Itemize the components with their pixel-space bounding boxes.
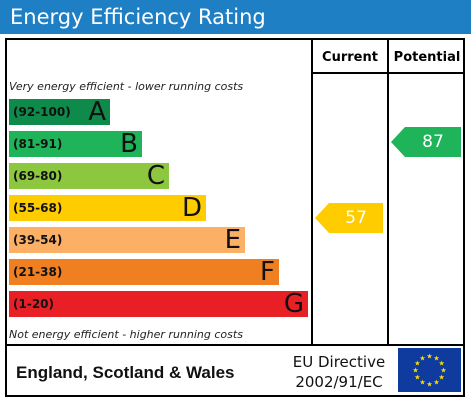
footer-divider	[5, 344, 465, 346]
eu-star-icon: ★	[426, 353, 432, 361]
band-f-range: (21-38)	[13, 265, 63, 279]
eu-star-icon: ★	[419, 354, 425, 362]
rating-frame	[5, 38, 465, 397]
band-a: (92-100) A	[9, 97, 110, 127]
header-divider	[311, 72, 465, 74]
band-g-letter: G	[283, 289, 304, 319]
band-f-letter: F	[260, 257, 275, 287]
band-e: (39-54) E	[9, 225, 245, 255]
eu-star-icon: ★	[433, 379, 439, 387]
band-f: (21-38) F	[9, 257, 279, 287]
band-d-letter: D	[181, 193, 202, 223]
band-e-range: (39-54)	[13, 233, 63, 247]
footer-region: England, Scotland & Wales	[16, 363, 235, 382]
eu-flag-icon: ★ ★ ★ ★ ★ ★ ★ ★ ★ ★ ★ ★	[398, 348, 461, 392]
potential-rating-value: 87	[422, 132, 444, 152]
band-e-letter: E	[224, 225, 241, 255]
band-b-letter: B	[120, 129, 138, 159]
eu-star-icon: ★	[440, 367, 446, 375]
note-top: Very energy efficient - lower running co…	[9, 80, 244, 93]
band-b-range: (81-91)	[13, 137, 63, 151]
current-rating-arrow: 57	[315, 203, 383, 233]
potential-header: Potential	[393, 50, 461, 65]
potential-rating-arrow: 87	[391, 127, 461, 157]
eu-star-icon: ★	[414, 360, 420, 368]
note-bottom: Not energy efficient - higher running co…	[9, 328, 243, 341]
band-c: (69-80) C	[9, 161, 169, 191]
footer-directive-line1: EU Directive	[292, 353, 386, 371]
title-bar: Energy Efficiency Rating	[0, 0, 471, 34]
eu-star-icon: ★	[414, 374, 420, 382]
column-divider-potential	[387, 38, 389, 344]
footer-directive-line2: 2002/91/EC	[295, 373, 383, 391]
band-a-range: (92-100)	[13, 105, 71, 119]
band-g-range: (1-20)	[13, 297, 54, 311]
eu-star-icon: ★	[426, 381, 432, 389]
band-d-range: (55-68)	[13, 201, 63, 215]
eu-star-icon: ★	[438, 360, 444, 368]
column-divider-current	[311, 38, 313, 344]
band-c-letter: C	[146, 161, 165, 191]
eu-star-icon: ★	[419, 379, 425, 387]
eu-star-icon: ★	[412, 367, 418, 375]
current-header: Current	[322, 50, 378, 65]
band-c-range: (69-80)	[13, 169, 63, 183]
eu-star-icon: ★	[433, 354, 439, 362]
eu-star-icon: ★	[438, 374, 444, 382]
band-g: (1-20) G	[9, 289, 308, 319]
band-a-letter: A	[88, 97, 106, 127]
band-b: (81-91) B	[9, 129, 142, 159]
band-d: (55-68) D	[9, 193, 206, 223]
current-rating-value: 57	[345, 208, 367, 228]
page-title: Energy Efficiency Rating	[10, 5, 266, 29]
